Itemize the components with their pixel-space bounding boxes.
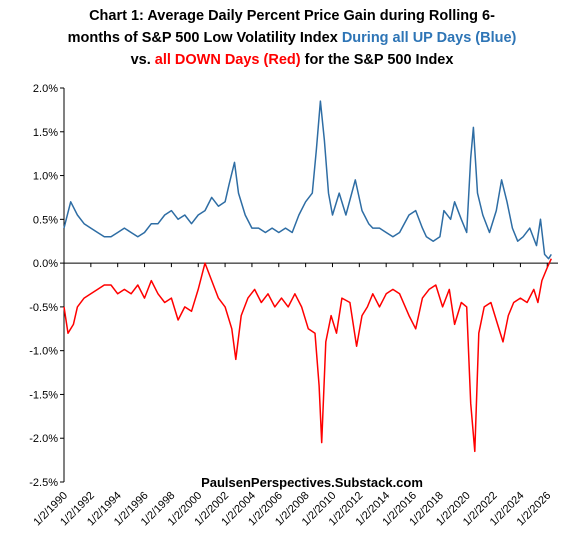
- title-segment: for the S&P 500 Index: [301, 52, 454, 68]
- y-tick-label: 2.0%: [33, 83, 58, 95]
- y-tick-label: 1.0%: [33, 171, 58, 183]
- title-segment: months of S&P 500 Low Volatility Index: [68, 30, 342, 46]
- title-segment: all DOWN Days (Red): [155, 52, 301, 68]
- chart-title-line: Chart 1: Average Daily Percent Price Gai…: [89, 8, 495, 24]
- series-line: [63, 100, 552, 260]
- y-tick-label: -0.5%: [29, 302, 58, 314]
- y-tick-label: -1.5%: [29, 389, 58, 401]
- title-segment: During all UP Days (Blue): [342, 30, 517, 46]
- y-tick-label: -1.0%: [29, 346, 58, 358]
- title-segment: vs.: [131, 52, 155, 68]
- title-segment: Chart 1: Average Daily Percent Price Gai…: [89, 8, 495, 24]
- series-line: [63, 258, 552, 453]
- y-tick-label: -2.5%: [29, 477, 58, 489]
- y-tick-label: -2.0%: [29, 433, 58, 445]
- y-tick-label: 0.5%: [33, 214, 58, 226]
- chart-title-line: vs. all DOWN Days (Red) for the S&P 500 …: [131, 52, 454, 68]
- y-tick-label: 0.0%: [33, 258, 58, 270]
- chart-title-line: months of S&P 500 Low Volatility Index D…: [68, 30, 517, 46]
- annotation: PaulsenPerspectives.Substack.com: [201, 475, 423, 490]
- y-tick-label: 1.5%: [33, 127, 58, 139]
